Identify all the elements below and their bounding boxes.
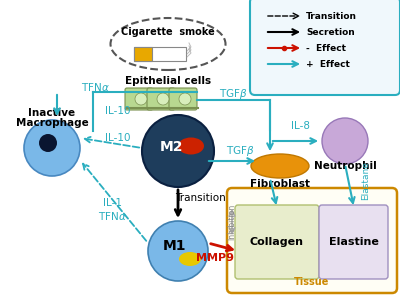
Text: Tissue: Tissue [294, 277, 330, 287]
Text: Elastane: Elastane [362, 162, 370, 200]
Circle shape [24, 120, 80, 176]
Bar [134, 47, 152, 61]
Ellipse shape [179, 252, 201, 266]
Text: TFN$\alpha$: TFN$\alpha$ [80, 81, 110, 93]
Text: Neutrophil: Neutrophil [314, 161, 376, 171]
Text: Transition: Transition [306, 12, 357, 21]
Text: IL-10: IL-10 [105, 106, 130, 116]
FancyBboxPatch shape [125, 88, 153, 110]
Text: Inactive: Inactive [28, 108, 76, 118]
Text: TGF$\beta$: TGF$\beta$ [226, 144, 254, 158]
Text: IL-8: IL-8 [290, 121, 310, 131]
Circle shape [322, 118, 368, 164]
FancyBboxPatch shape [147, 88, 175, 110]
Ellipse shape [178, 137, 204, 155]
Text: Secretion: Secretion [306, 28, 355, 36]
Circle shape [179, 93, 191, 105]
Text: Transition: Transition [175, 193, 225, 203]
Circle shape [142, 115, 214, 187]
Text: Collagen: Collagen [250, 237, 304, 247]
Text: +  Effect: + Effect [306, 59, 350, 69]
Text: Macrophage: Macrophage [16, 118, 88, 128]
Ellipse shape [251, 154, 309, 178]
FancyBboxPatch shape [250, 0, 400, 95]
Text: TGF$\beta$: TGF$\beta$ [219, 87, 247, 101]
Bar [134, 47, 186, 61]
Text: TFN$\alpha$: TFN$\alpha$ [98, 210, 127, 222]
Text: M1: M1 [162, 239, 186, 253]
Text: IL-10: IL-10 [105, 133, 131, 143]
Text: Epithelial cells: Epithelial cells [125, 76, 211, 86]
Ellipse shape [110, 18, 226, 70]
Text: Elastine: Elastine [329, 237, 379, 247]
Text: MMP9: MMP9 [196, 253, 234, 263]
Text: -  Effect: - Effect [306, 43, 346, 53]
FancyBboxPatch shape [227, 188, 397, 293]
FancyBboxPatch shape [235, 205, 319, 279]
Text: M2: M2 [159, 140, 183, 154]
Circle shape [135, 93, 147, 105]
Circle shape [39, 134, 57, 152]
Circle shape [157, 93, 169, 105]
Circle shape [148, 221, 208, 281]
FancyBboxPatch shape [169, 88, 197, 110]
FancyBboxPatch shape [319, 205, 388, 279]
Text: IL-1: IL-1 [103, 198, 122, 208]
Text: Inhibition: Inhibition [228, 204, 236, 240]
Text: Fibroblast: Fibroblast [250, 179, 310, 189]
Text: Cigarette  smoke: Cigarette smoke [121, 27, 215, 37]
